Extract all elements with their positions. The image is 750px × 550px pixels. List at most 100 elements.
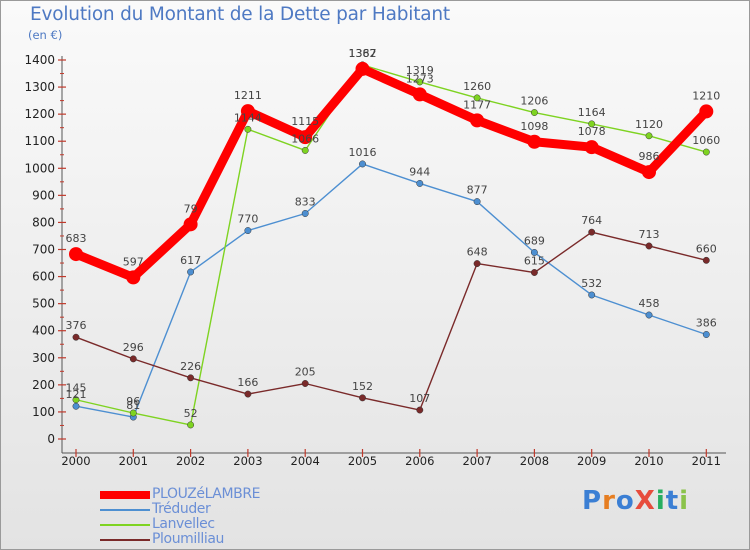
logo-letter: o <box>615 486 635 516</box>
series-line-plouzelambre <box>71 64 711 282</box>
data-point-ploumilliau <box>187 374 195 382</box>
data-label-plouzelambre: 986 <box>639 150 660 163</box>
data-label-treduder: 458 <box>639 297 660 310</box>
data-label-treduder: 1016 <box>349 146 377 159</box>
logo-letter: t <box>665 486 680 516</box>
data-label-lanvellec: 1164 <box>578 106 606 119</box>
data-label-plouzelambre: 79 <box>184 202 198 215</box>
data-label-treduder: 532 <box>581 277 602 290</box>
data-label-ploumilliau: 152 <box>352 380 373 393</box>
y-tick-label: 1000 <box>24 161 55 175</box>
data-label-ploumilliau: 107 <box>409 392 430 405</box>
data-label-plouzelambre: 1098 <box>520 120 548 133</box>
data-point-treduder <box>645 311 653 319</box>
data-label-plouzelambre: 683 <box>66 232 87 245</box>
data-label-ploumilliau: 376 <box>66 319 87 332</box>
data-point-lanvellec <box>129 409 137 417</box>
logo-letter: r <box>602 486 616 516</box>
data-point-ploumilliau <box>645 242 653 250</box>
x-tick-label: 2006 <box>405 454 434 468</box>
data-point-lanvellec <box>416 78 424 86</box>
data-label-plouzelambre: 597 <box>123 255 144 268</box>
series-line-lanvellec <box>75 64 707 426</box>
y-tick-label: 1400 <box>24 53 55 67</box>
data-label-ploumilliau: 660 <box>696 242 717 255</box>
data-point-lanvellec <box>645 132 653 140</box>
data-point-plouzelambre <box>412 87 427 102</box>
data-point-ploumilliau <box>530 269 538 276</box>
data-label-treduder: 121 <box>66 388 87 401</box>
x-tick-label: 2010 <box>634 454 663 468</box>
y-tick-label: 400 <box>32 324 55 338</box>
data-label-plouzelambre: 1273 <box>406 72 434 85</box>
legend-swatch <box>100 539 150 541</box>
data-label-plouzelambre: 1367 <box>349 47 377 60</box>
x-tick-label: 2004 <box>291 454 320 468</box>
data-point-lanvellec <box>244 125 252 133</box>
data-point-plouzelambre <box>699 104 714 119</box>
data-point-treduder <box>359 160 366 168</box>
data-label-plouzelambre: 1211 <box>234 89 262 102</box>
data-point-treduder <box>416 179 424 187</box>
data-point-treduder <box>244 227 252 235</box>
data-point-plouzelambre <box>240 104 255 119</box>
data-point-plouzelambre <box>355 61 370 76</box>
data-point-plouzelambre <box>584 140 599 155</box>
data-label-treduder: 877 <box>467 184 488 197</box>
data-point-ploumilliau <box>359 394 366 402</box>
data-label-treduder: 689 <box>524 234 545 247</box>
series-line-ploumilliau <box>75 231 707 411</box>
y-tick-label: 700 <box>32 243 55 257</box>
data-label-lanvellec: 1060 <box>692 134 720 147</box>
data-label-ploumilliau: 764 <box>581 214 602 227</box>
data-point-ploumilliau <box>301 380 309 387</box>
data-label-ploumilliau: 205 <box>295 366 316 379</box>
legend-label: PLOUZéLAMBRE <box>152 486 261 502</box>
data-point-plouzelambre <box>298 130 313 145</box>
y-tick-label: 100 <box>32 405 55 419</box>
y-tick-label: 1100 <box>24 134 55 148</box>
legend-swatch <box>100 524 150 526</box>
y-tick-label: 800 <box>32 215 55 229</box>
data-point-treduder <box>473 198 481 206</box>
data-label-ploumilliau: 713 <box>639 228 660 241</box>
legend-label: Tréduder <box>152 501 211 517</box>
y-tick-label: 1300 <box>24 80 55 94</box>
data-point-plouzelambre <box>69 247 83 262</box>
y-tick-label: 900 <box>32 188 55 202</box>
data-point-lanvellec <box>187 421 195 429</box>
data-label-lanvellec: 52 <box>184 407 198 420</box>
y-tick-label: 500 <box>32 297 55 311</box>
data-label-treduder: 770 <box>237 213 258 226</box>
data-label-plouzelambre: 1115 <box>291 115 319 128</box>
data-label-ploumilliau: 166 <box>237 376 258 389</box>
data-label-plouzelambre: 1177 <box>463 98 491 111</box>
logo-letter: i <box>679 486 690 516</box>
data-point-plouzelambre <box>527 134 542 149</box>
data-label-plouzelambre: 1078 <box>578 125 606 138</box>
data-point-ploumilliau <box>129 355 137 363</box>
data-point-lanvellec <box>72 396 80 404</box>
x-tick-label: 2011 <box>692 454 721 468</box>
data-point-plouzelambre <box>470 113 485 128</box>
data-label-lanvellec: 96 <box>126 395 140 408</box>
data-label-treduder: 944 <box>409 165 430 178</box>
data-point-lanvellec <box>530 109 538 116</box>
data-point-ploumilliau <box>244 390 252 398</box>
data-label-treduder: 833 <box>295 195 316 208</box>
y-tick-label: 0 <box>47 432 55 446</box>
data-label-treduder: 386 <box>696 317 717 330</box>
data-point-lanvellec <box>702 148 710 156</box>
data-label-treduder: 81 <box>126 399 140 412</box>
data-point-lanvellec <box>301 146 309 154</box>
x-tick-label: 2009 <box>577 454 606 468</box>
data-point-lanvellec <box>588 120 596 128</box>
series-line-treduder <box>75 163 707 418</box>
data-label-ploumilliau: 648 <box>467 246 488 259</box>
data-point-ploumilliau <box>72 333 80 341</box>
logo-letter: P <box>582 486 603 516</box>
data-label-lanvellec: 1206 <box>520 95 548 108</box>
logo-letter: X <box>634 486 656 516</box>
x-tick-label: 2007 <box>462 454 491 468</box>
